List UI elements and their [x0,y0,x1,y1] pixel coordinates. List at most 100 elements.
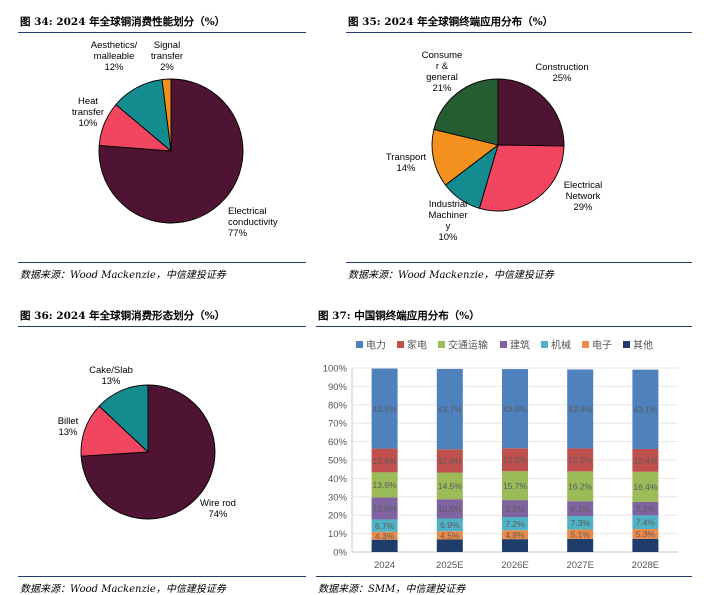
chart-35-top-rule [346,32,692,33]
bar-segment [502,500,528,518]
bar-data-label: 14.5% [438,481,463,491]
pie-slice [478,144,565,212]
chart-37-source: 数据来源：SMM，中信建投证券 [318,584,466,595]
bar-segment [436,531,463,540]
bar-data-label: 7.2% [505,519,525,529]
bar-data-label: 6.7% [375,521,395,531]
legend-item: 电力 [356,339,386,352]
bar-data-label: 16.4% [633,482,658,492]
chart-37-title: 图 37: 中国铜终端应用分布（%） [318,310,480,322]
chart-37-bottom-rule [316,576,692,577]
bar-segment [632,448,659,472]
chart-34-source: 数据来源：Wood Mackenzie，中信建投证券 [20,270,226,281]
bar-segment [502,517,528,531]
pie-slice [433,78,499,146]
y-tick-label: 40% [328,474,348,485]
pie-slice-label: Aesthetics/malleable 12% [91,40,138,73]
legend-swatch [500,341,507,348]
bar-data-label: 4.8% [505,530,525,540]
x-tick-label: 2025E [436,560,463,571]
y-tick-label: 60% [328,437,348,448]
bar-data-label: 16.2% [568,482,593,492]
chart-35-bottom-rule [346,262,692,263]
pie-slice-label: Industrial Machiner y 10% [428,199,467,243]
x-tick-label: 2028E [632,560,659,571]
pie-slice-label: Electrical Network 29% [564,180,603,213]
legend-item: 电子 [582,339,612,352]
bar-data-label: 10.5% [438,504,463,514]
chart-36-bottom-rule [18,576,306,577]
bar-segment [502,369,528,449]
bar-data-label: 12.6% [438,456,463,466]
bar-data-label: 43.1% [633,405,658,415]
chart-34-top-rule [18,32,306,33]
legend-swatch [582,341,589,348]
bar-segment [632,501,659,516]
pie-slice-label: Heat transfer 10% [72,96,104,129]
y-tick-label: 20% [328,511,348,522]
bar-data-label: 15.7% [503,481,528,491]
bar-segment [502,539,528,552]
x-tick-label: 2026E [501,560,528,571]
y-tick-label: 80% [328,400,348,411]
bar-segment [371,472,398,498]
bar-segment [632,515,659,529]
bar-data-label: 43.7% [438,404,463,414]
bar-data-label: 9.2% [505,504,525,514]
pie-slice-label: Billet 13% [58,416,79,438]
y-tick-label: 10% [328,529,348,540]
chart-35-title: 图 35: 2024 年全球铜终端应用分布（%） [348,16,554,28]
x-tick-label: 2024 [374,560,395,571]
bar-data-label: 12.4% [633,456,658,466]
bar-data-label: 8.1% [571,504,591,514]
bar-segment [371,497,398,520]
bar-data-label: 12.5% [503,455,528,465]
bar-segment [567,369,594,449]
y-tick-label: 50% [328,456,348,467]
legend-label: 电力 [366,339,386,352]
bar-segment [567,538,594,552]
chart-34-pie: Electrical conductivity 77% Heat transfer 10%… [72,40,278,239]
bar-data-label: 4.5% [440,531,460,541]
bar-segment [436,472,463,500]
legend-label: 建筑 [510,339,530,352]
chart-36-pie: Wire rod 74% Billet 13% Cake/Slab 13% [58,365,236,520]
bar-segment [632,369,659,449]
chart-37-stacked-bar: 电力 家电 交通运输 建筑 机械 电子 其他 0% 10% 20% 30% 40% 50% 60% 70% 8… [323,339,678,571]
legend-label: 电子 [592,339,612,352]
chart-37-top-rule [316,326,692,327]
bar-data-label: 43.5% [373,404,398,414]
pie-slice-label: Electrical conductivity 77% [228,206,278,239]
bar-segment [502,530,528,540]
bar-segment [436,499,463,519]
bar-data-label: 12.5% [568,455,593,465]
legend-item: 其他 [623,339,653,352]
pie-slice-label: Wire rod 74% [200,498,236,520]
bar-segment [632,471,659,502]
bar-segment [632,538,659,552]
y-tick-label: 100% [323,364,348,375]
pie-slice [431,128,500,186]
bar-segment [371,531,398,540]
bar-data-label: 7.3% [636,504,656,514]
y-tick-label: 90% [328,382,348,393]
legend-swatch [623,341,630,348]
bar-segment [567,529,594,539]
bar-data-label: 5.1% [571,530,591,540]
chart-36-title: 图 36: 2024 年全球铜消费形态划分（%） [20,310,226,322]
bar-data-label: 43.0% [503,404,528,414]
bar-data-label: 13.6% [373,480,398,490]
pie-slice [161,78,172,152]
pie-slice-label: Consume r & general 21% [422,50,463,94]
pie-slice-label: Signal transfer 2% [151,40,183,73]
bar-segment [567,471,594,502]
legend-swatch [397,341,404,348]
pie-slice [98,384,149,454]
legend-swatch [438,341,445,348]
pie-slice-label: Transport 14% [386,152,427,174]
chart-35-source: 数据来源：Wood Mackenzie，中信建投证券 [348,270,554,281]
pie-slice [80,405,150,457]
legend-label: 交通运输 [448,339,488,352]
bar-segment [567,516,594,530]
pie-slice-label: Cake/Slab 13% [89,365,133,387]
